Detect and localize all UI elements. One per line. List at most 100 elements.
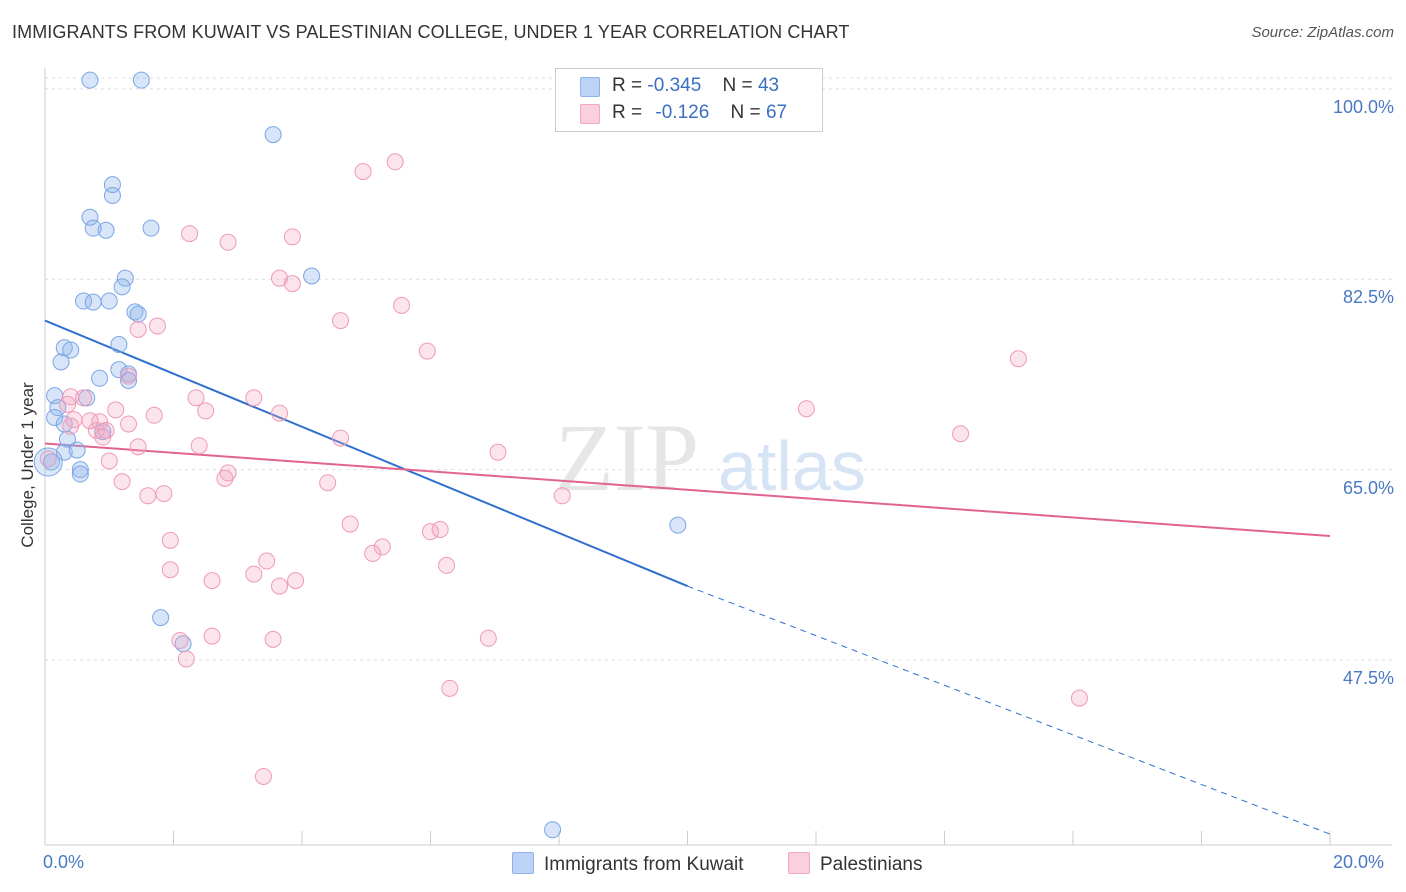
data-point — [129, 438, 147, 456]
legend-n-label: N = — [722, 75, 753, 96]
series-label-kuwait: Immigrants from Kuwait — [544, 854, 744, 875]
data-point — [287, 572, 305, 590]
data-point — [283, 228, 301, 246]
data-point — [139, 487, 157, 505]
data-point — [81, 412, 99, 430]
data-point — [46, 408, 64, 426]
data-point — [393, 296, 411, 314]
legend-r-label: R = — [612, 75, 643, 96]
series-swatch-kuwait — [512, 852, 534, 874]
data-point — [129, 305, 147, 323]
chart-title: IMMIGRANTS FROM KUWAIT VS PALESTINIAN CO… — [12, 22, 850, 42]
data-point — [113, 278, 131, 296]
data-point — [258, 552, 276, 570]
data-point — [197, 402, 215, 420]
data-point — [71, 461, 89, 479]
data-point — [84, 293, 102, 311]
data-point — [97, 221, 115, 239]
y-axis-label: College, Under 1 year — [18, 382, 37, 548]
data-point — [52, 353, 70, 371]
data-point — [58, 395, 76, 413]
data-point — [126, 303, 144, 321]
data-point — [39, 450, 57, 468]
data-point — [71, 465, 89, 483]
data-point — [145, 406, 163, 424]
data-point — [152, 609, 170, 627]
watermark-atlas: atlas — [718, 427, 866, 505]
legend-n-label: N = — [730, 102, 761, 123]
y-tick-label: 65.0% — [1342, 477, 1394, 498]
x-tick-label-max: 20.0% — [1333, 852, 1385, 872]
data-point — [177, 650, 195, 668]
data-point — [181, 225, 199, 243]
data-point — [87, 421, 105, 439]
data-point — [42, 453, 60, 471]
data-point — [479, 629, 497, 647]
data-point — [332, 429, 350, 447]
data-point — [1009, 350, 1027, 368]
data-point — [219, 233, 237, 251]
trend-line-kuwait-extension — [687, 585, 1331, 835]
data-point — [62, 417, 80, 435]
data-point — [68, 441, 86, 459]
data-point — [544, 821, 562, 839]
data-point — [75, 389, 93, 407]
data-point — [187, 389, 205, 407]
series-label-palestinians: Palestinians — [820, 854, 923, 875]
legend-swatch-kuwait — [580, 77, 600, 97]
data-point — [245, 565, 263, 583]
data-point — [148, 317, 166, 335]
data-point — [952, 425, 970, 443]
data-point — [55, 339, 73, 357]
data-point — [669, 516, 687, 534]
legend-r-label: R = — [612, 102, 643, 123]
watermark: ZIP atlas — [555, 404, 866, 511]
data-point — [341, 515, 359, 533]
chart-source: Source: ZipAtlas.com — [1251, 24, 1394, 41]
data-point — [120, 371, 138, 389]
data-point — [58, 430, 76, 448]
data-point — [84, 219, 102, 237]
data-point — [219, 464, 237, 482]
data-point — [271, 269, 289, 287]
data-point — [203, 572, 221, 590]
data-point — [132, 71, 150, 89]
x-tick-label-min: 0.0% — [43, 852, 85, 872]
legend-r-value: -0.126 — [655, 102, 710, 123]
data-point — [431, 520, 449, 538]
data-point — [271, 577, 289, 595]
data-point — [319, 474, 337, 492]
data-point-large — [33, 447, 63, 477]
data-point — [303, 267, 321, 285]
watermark-zip: ZIP — [555, 404, 699, 511]
data-point — [373, 538, 391, 556]
stats-legend: R = -0.345 N = 43 R = -0.126 N = 67 — [555, 68, 823, 132]
data-point — [418, 342, 436, 360]
data-point — [116, 269, 134, 287]
series-swatch-palestinians — [788, 852, 810, 874]
data-points — [33, 71, 1088, 839]
legend-row-palestinians: R = -0.126 N = 67 — [580, 102, 787, 124]
legend-r-value: -0.345 — [647, 75, 702, 96]
data-point — [120, 367, 138, 385]
data-point — [100, 452, 118, 470]
series-legend-palestinians: Palestinians — [788, 852, 922, 876]
data-point — [283, 275, 301, 293]
data-point — [110, 336, 128, 354]
data-point — [1070, 689, 1088, 707]
data-point — [81, 208, 99, 226]
data-point — [107, 401, 125, 419]
data-point — [254, 767, 272, 785]
data-point — [94, 428, 112, 446]
data-point — [62, 341, 80, 359]
series-legend-kuwait: Immigrants from Kuwait — [512, 852, 744, 876]
data-point — [113, 473, 131, 491]
data-point — [100, 292, 118, 310]
data-point — [364, 544, 382, 562]
data-point — [264, 126, 282, 144]
data-point — [155, 485, 173, 503]
y-tick-label: 82.5% — [1342, 287, 1394, 308]
data-point — [120, 415, 138, 433]
data-point — [354, 163, 372, 181]
